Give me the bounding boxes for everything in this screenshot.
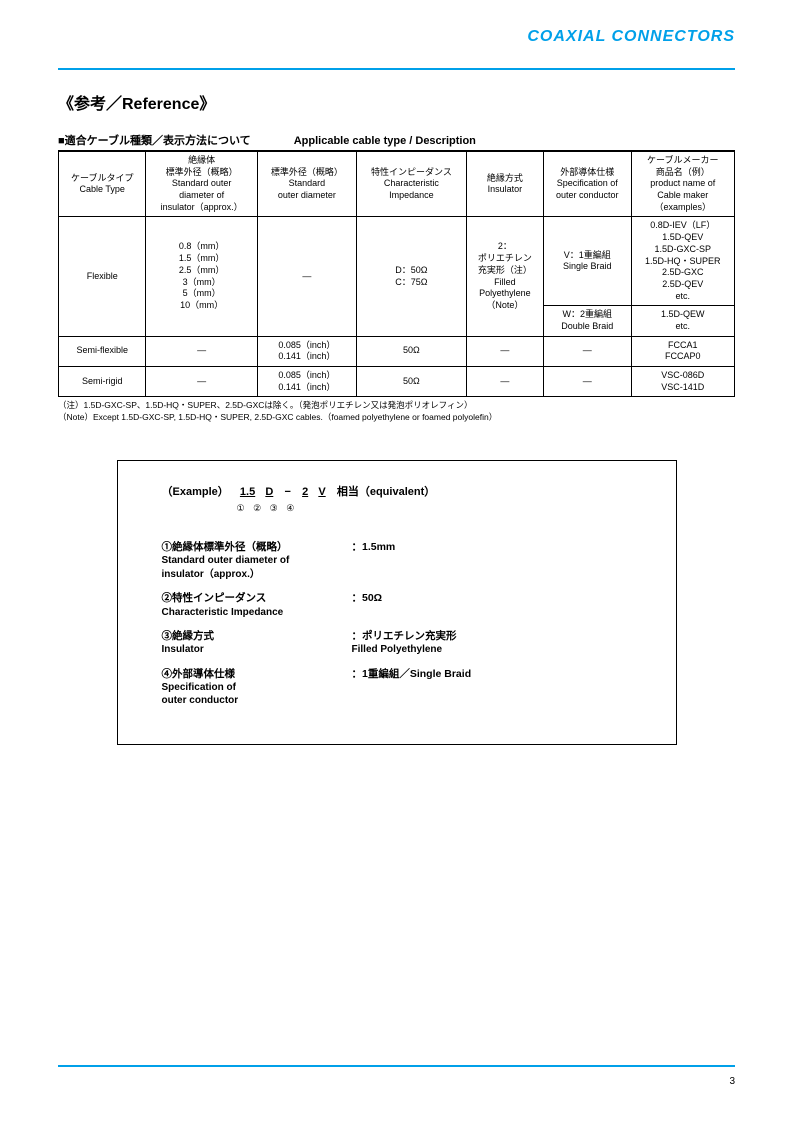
- cell-sf-type: Semi-flexible: [59, 336, 146, 366]
- th-std-od: 標準外径（概略）Standardouter diameter: [257, 152, 356, 217]
- example-suffix: 相当（equivalent）: [337, 486, 435, 498]
- example-label: （Example）: [162, 486, 229, 498]
- cell-sf-insod: —: [146, 336, 257, 366]
- cell-flex-ins: 2：ポリエチレン充実形（注）FilledPolyethylene（Note）: [466, 217, 543, 336]
- example-dash: −: [284, 486, 290, 498]
- cell-sr-stdod: 0.085（inch）0.141（inch）: [257, 367, 356, 397]
- example-part-2: D: [265, 486, 273, 498]
- cell-flex-type: Flexible: [59, 217, 146, 336]
- th-cable-type: ケーブルタイプCable Type: [59, 152, 146, 217]
- cell-flex-stdod: —: [257, 217, 356, 336]
- th-insulator: 絶縁方式Insulator: [466, 152, 543, 217]
- th-insulator-od: 絶縁体標準外径（概略）Standard outerdiameter ofinsu…: [146, 152, 257, 217]
- cell-flex-cond2: W：2重編組Double Braid: [543, 306, 631, 336]
- example-nums: ① ② ③ ④: [237, 503, 632, 514]
- example-part-4: V: [318, 486, 325, 498]
- cell-flex-cond1: V：1重編組Single Braid: [543, 217, 631, 306]
- ex4-lbl-jp: ④外部導体仕様: [162, 668, 236, 680]
- cell-sr-type: Semi-rigid: [59, 367, 146, 397]
- example-item-2: ②特性インピーダンス Characteristic Impedance ：50Ω: [162, 591, 632, 619]
- page-number: 3: [729, 1076, 735, 1087]
- content-area: 《参考／Reference》 ■適合ケーブル種類／表示方法について Applic…: [58, 90, 735, 745]
- ex4-val: ：1重編組／Single Braid: [352, 667, 472, 708]
- table-header-row: ケーブルタイプCable Type 絶縁体標準外径（概略）Standard ou…: [59, 152, 735, 217]
- cell-sr-imp: 50Ω: [356, 367, 466, 397]
- notes: （注）1.5D-GXC-SP、1.5D-HQ・SUPER、2.5D-GXCは除く…: [58, 400, 735, 424]
- ex2-lbl-en: Characteristic Impedance: [162, 606, 352, 620]
- example-item-1: ①絶縁体標準外径（概略） Standard outer diameter ofi…: [162, 540, 632, 581]
- th-conductor: 外部導体仕様Specification ofouter conductor: [543, 152, 631, 217]
- example-part-1: 1.5: [240, 486, 255, 498]
- ex4-lbl-en: Specification ofouter conductor: [162, 681, 352, 708]
- ex2-val: ：50Ω: [352, 591, 383, 619]
- table-row: Semi-flexible — 0.085（inch）0.141（inch） 5…: [59, 336, 735, 366]
- example-item-4: ④外部導体仕様 Specification ofouter conductor …: [162, 667, 632, 708]
- ex1-lbl-jp: ①絶縁体標準外径（概略）: [162, 541, 288, 553]
- table-row: Flexible 0.8（mm）1.5（mm）2.5（mm）3（mm）5（mm）…: [59, 217, 735, 306]
- bottom-rule: [58, 1065, 735, 1067]
- ex3-lbl-jp: ③絶縁方式: [162, 630, 215, 642]
- note-jp: （注）1.5D-GXC-SP、1.5D-HQ・SUPER、2.5D-GXCは除く…: [58, 400, 735, 412]
- ex1-val: ：1.5mm: [352, 540, 396, 581]
- cell-flex-prod2: 1.5D-QEWetc.: [631, 306, 734, 336]
- cable-table: ケーブルタイプCable Type 絶縁体標準外径（概略）Standard ou…: [58, 151, 735, 397]
- cell-flex-prod1: 0.8D-IEV（LF）1.5D-QEV1.5D-GXC-SP1.5D-HQ・S…: [631, 217, 734, 306]
- th-impedance: 特性インピーダンスCharacteristicImpedance: [356, 152, 466, 217]
- header-title: COAXIAL CONNECTORS: [527, 28, 735, 46]
- example-item-3: ③絶縁方式 Insulator ：ポリエチレン充実形 Filled Polyet…: [162, 629, 632, 657]
- sub-heading-en: Applicable cable type / Description: [294, 135, 476, 147]
- reference-heading: 《参考／Reference》: [58, 90, 735, 114]
- ex3-val-en: Filled Polyethylene: [352, 643, 457, 657]
- note-en: （Note）Except 1.5D-GXC-SP, 1.5D-HQ・SUPER,…: [58, 412, 735, 424]
- table-row: Semi-rigid — 0.085（inch）0.141（inch） 50Ω …: [59, 367, 735, 397]
- ex1-lbl-en: Standard outer diameter ofinsulator（appr…: [162, 554, 352, 581]
- ex3-val: ：ポリエチレン充実形: [352, 630, 457, 642]
- th-products: ケーブルメーカー商品名（例）product name ofCable maker…: [631, 152, 734, 217]
- cell-flex-insod: 0.8（mm）1.5（mm）2.5（mm）3（mm）5（mm）10（mm）: [146, 217, 257, 336]
- example-box: （Example） 1.5 D − 2 V 相当（equivalent） ① ②…: [117, 460, 677, 745]
- cell-sr-cond: —: [543, 367, 631, 397]
- cell-flex-imp: D：50ΩC：75Ω: [356, 217, 466, 336]
- cell-sf-cond: —: [543, 336, 631, 366]
- sub-heading-jp: ■適合ケーブル種類／表示方法について: [58, 135, 251, 147]
- cell-sr-prod: VSC-086DVSC-141D: [631, 367, 734, 397]
- cell-sr-ins: —: [466, 367, 543, 397]
- ex2-lbl-jp: ②特性インピーダンス: [162, 592, 267, 604]
- cell-sr-insod: —: [146, 367, 257, 397]
- sub-heading: ■適合ケーブル種類／表示方法について Applicable cable type…: [58, 132, 735, 151]
- cell-sf-ins: —: [466, 336, 543, 366]
- ex3-lbl-en: Insulator: [162, 643, 352, 657]
- top-rule: [58, 68, 735, 70]
- cell-sf-imp: 50Ω: [356, 336, 466, 366]
- cell-sf-stdod: 0.085（inch）0.141（inch）: [257, 336, 356, 366]
- cell-sf-prod: FCCA1FCCAP0: [631, 336, 734, 366]
- example-line: （Example） 1.5 D − 2 V 相当（equivalent）: [162, 483, 632, 499]
- example-part-3: 2: [302, 486, 308, 498]
